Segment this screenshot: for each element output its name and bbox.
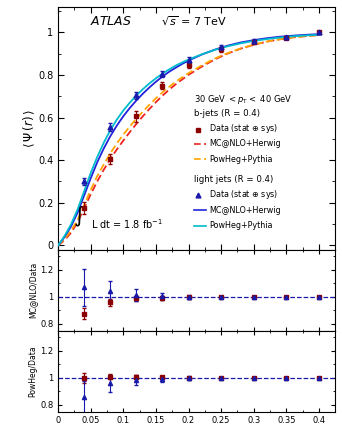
Text: PowHeg+Pythia: PowHeg+Pythia	[209, 221, 273, 231]
Text: light jets (R = 0.4): light jets (R = 0.4)	[194, 175, 273, 184]
Text: Data (stat $\oplus$ sys): Data (stat $\oplus$ sys)	[209, 189, 278, 202]
Text: L dt = 1.8 fb$^{-1}$: L dt = 1.8 fb$^{-1}$	[91, 218, 164, 231]
Text: $\sqrt{s}$ = 7 TeV: $\sqrt{s}$ = 7 TeV	[161, 15, 226, 28]
Text: $\bf{\it{ATLAS}}$: $\bf{\it{ATLAS}}$	[90, 15, 132, 28]
Text: 30 GeV $< p_{\rm T} <$ 40 GeV: 30 GeV $< p_{\rm T} <$ 40 GeV	[194, 93, 292, 106]
Text: $\int$: $\int$	[74, 205, 86, 229]
Text: MC@NLO+Herwig: MC@NLO+Herwig	[209, 206, 281, 215]
Text: PowHeg+Pythia: PowHeg+Pythia	[209, 155, 273, 164]
Y-axis label: $\langle\,\Psi\,(r)\,\rangle$: $\langle\,\Psi\,(r)\,\rangle$	[21, 109, 37, 148]
Text: Data (stat $\oplus$ sys): Data (stat $\oplus$ sys)	[209, 121, 278, 135]
Text: MC@NLO+Herwig: MC@NLO+Herwig	[209, 139, 281, 149]
Text: b-jets (R = 0.4): b-jets (R = 0.4)	[194, 109, 260, 118]
Y-axis label: PowHeg/Data: PowHeg/Data	[28, 345, 37, 397]
Y-axis label: MC@NLO/Data: MC@NLO/Data	[28, 262, 37, 318]
